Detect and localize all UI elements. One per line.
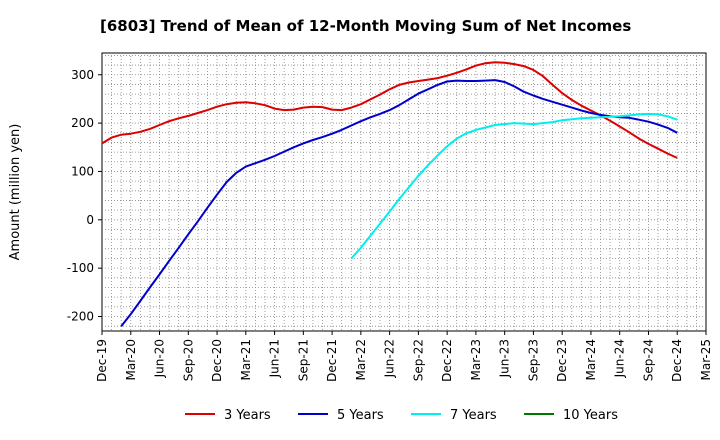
x-tick-label: Sep-24	[641, 339, 655, 381]
legend-label: 5 Years	[337, 408, 384, 423]
x-tick-label: Mar-23	[469, 339, 483, 380]
x-tick-label: Jun-22	[383, 339, 397, 378]
y-tick-label: 200	[71, 116, 94, 130]
x-tick-label: Dec-21	[325, 339, 339, 382]
x-tick-label: Dec-19	[95, 339, 109, 382]
x-tick-label: Sep-23	[526, 339, 540, 381]
legend: 3 Years 5 Years 7 Years 10 Years	[185, 408, 618, 423]
series-line-1	[101, 61, 678, 159]
chart-title: [6803] Trend of Mean of 12-Month Moving …	[100, 17, 631, 35]
x-tick-label: Jun-20	[153, 339, 167, 378]
y-tick-label: 300	[71, 68, 94, 82]
x-tick-label: Mar-24	[584, 339, 598, 380]
x-tick-label: Jun-24	[613, 339, 627, 378]
y-tick-label: 0	[86, 213, 94, 227]
x-tick-label: Dec-20	[210, 339, 224, 382]
series-line-2	[120, 79, 678, 327]
x-tick-label: Dec-24	[670, 339, 684, 382]
y-axis-label: Amount (million yen)	[8, 124, 23, 261]
x-tick-label: Sep-22	[411, 339, 425, 381]
legend-label: 10 Years	[563, 408, 618, 423]
x-tick-label: Sep-21	[296, 339, 310, 381]
y-tick-label: 100	[71, 164, 94, 178]
grid	[102, 53, 706, 331]
x-tick-label: Jun-23	[498, 339, 512, 378]
x-tick-label: Dec-22	[440, 339, 454, 382]
x-tick-label: Sep-20	[181, 339, 195, 381]
x-axis-ticks: Dec-19 Mar-20 Jun-20 Sep-20 Dec-20 Mar-21 Jun-…	[95, 331, 713, 382]
x-tick-label: Mar-22	[354, 339, 368, 380]
series-line-3	[350, 112, 678, 260]
legend-label: 3 Years	[224, 408, 271, 423]
y-tick-label: -200	[67, 309, 94, 323]
x-tick-label: Jun-21	[268, 339, 282, 378]
x-tick-label: Dec-23	[555, 339, 569, 382]
y-axis-ticks: 300 200 100 0 -100 -200	[67, 68, 102, 323]
x-tick-label: Mar-20	[124, 339, 138, 380]
x-tick-label: Mar-21	[239, 339, 253, 380]
series-lines	[101, 61, 678, 327]
x-tick-label: Mar-25	[699, 339, 713, 380]
y-tick-label: -100	[67, 261, 94, 275]
legend-label: 7 Years	[450, 408, 497, 423]
